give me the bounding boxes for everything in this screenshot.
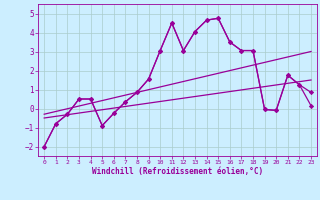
- X-axis label: Windchill (Refroidissement éolien,°C): Windchill (Refroidissement éolien,°C): [92, 167, 263, 176]
